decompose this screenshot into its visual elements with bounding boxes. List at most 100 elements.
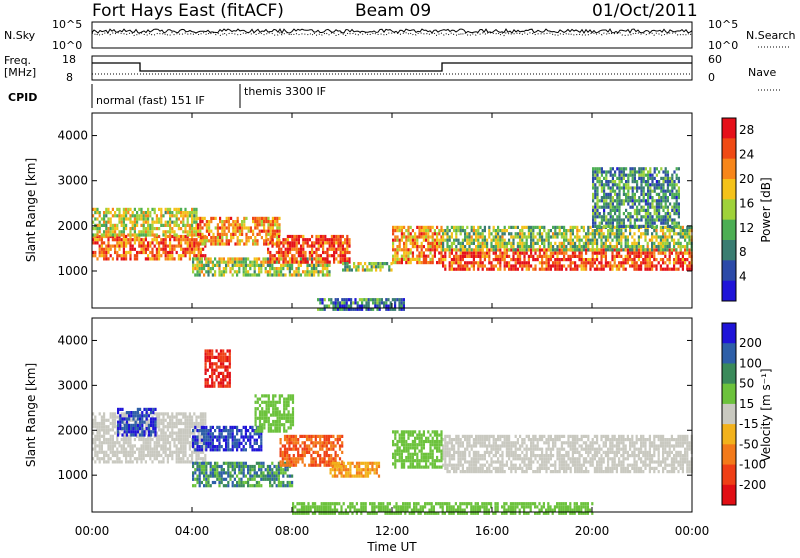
power-echo-cell: [194, 267, 196, 270]
power-echo-cell: [598, 232, 600, 235]
velocity-echo-cell: [103, 457, 105, 460]
velocity-echo-cell: [453, 438, 455, 441]
power-echo-cell: [632, 215, 634, 218]
velocity-echo-cell: [129, 454, 131, 457]
power-echo-cell: [581, 239, 583, 242]
power-echo-cell: [306, 270, 308, 273]
power-echo-cell: [234, 226, 236, 229]
power-echo-cell: [421, 229, 423, 232]
power-echo-cell: [466, 248, 468, 251]
power-echo-cell: [543, 229, 545, 232]
power-echo-cell: [442, 245, 444, 248]
power-echo-cell: [521, 232, 523, 235]
power-echo-cell: [682, 261, 684, 264]
power-echo-cell: [289, 261, 291, 264]
power-echo-cell: [621, 180, 623, 183]
power-echo-cell: [204, 239, 206, 242]
power-echo-cell: [167, 224, 169, 227]
power-echo-cell: [412, 242, 414, 245]
power-echo-cell: [620, 239, 622, 242]
power-echo-cell: [118, 245, 120, 248]
power-echo-cell: [251, 264, 253, 267]
velocity-echo-cell: [147, 448, 149, 451]
power-echo-cell: [561, 248, 563, 251]
power-echo-cell: [504, 248, 506, 251]
velocity-echo-cell: [145, 460, 147, 463]
power-echo-cell: [403, 245, 405, 248]
velocity-echo-cell: [508, 448, 510, 451]
power-echo-cell: [261, 220, 263, 223]
power-echo-cell: [245, 242, 247, 245]
velocity-echo-cell: [156, 441, 158, 444]
power-echo-cell: [423, 229, 425, 232]
power-echo-cell: [103, 248, 105, 251]
velocity-echo-cell: [479, 454, 481, 457]
velocity-echo-cell: [101, 444, 103, 447]
velocity-echo-cell: [160, 432, 162, 435]
power-echo-cell: [578, 264, 580, 267]
power-echo-cell: [651, 174, 653, 177]
power-echo-cell: [223, 223, 225, 226]
power-echo-cell: [658, 202, 660, 205]
power-echo-cell: [603, 235, 605, 238]
beam-title: Beam 09: [355, 1, 431, 21]
power-echo-cell: [627, 218, 629, 221]
power-echo-cell: [612, 222, 614, 225]
power-echo-cell: [493, 264, 495, 267]
power-echo-cell: [559, 242, 561, 245]
power-echo-cell: [361, 301, 363, 304]
velocity-echo-cell: [473, 467, 475, 470]
power-echo-cell: [425, 255, 427, 258]
power-echo-cell: [594, 239, 596, 242]
power-echo-cell: [178, 245, 180, 248]
velocity-echo-cell: [116, 441, 118, 444]
velocity-echo-cell: [105, 425, 107, 428]
velocity-echo-cell: [180, 435, 182, 438]
velocity-echo-cell: [182, 428, 184, 431]
power-echo-cell: [243, 270, 245, 273]
power-echo-cell: [510, 232, 512, 235]
power-echo-cell: [245, 273, 247, 276]
power-echo-cell: [596, 212, 598, 215]
power-echo-cell: [512, 268, 514, 271]
velocity-echo-cell: [625, 438, 627, 441]
power-echo-cell: [673, 180, 675, 183]
power-echo-cell: [676, 196, 678, 199]
power-echo-cell: [140, 241, 142, 244]
power-echo-cell: [455, 248, 457, 251]
power-echo-cell: [414, 235, 416, 238]
power-echo-cell: [656, 199, 658, 202]
power-echo-cell: [642, 248, 644, 251]
power-echo-cell: [563, 264, 565, 267]
power-echo-cell: [187, 211, 189, 214]
power-echo-cell: [436, 242, 438, 245]
power-echo-cell: [638, 218, 640, 221]
power-echo-cell: [686, 258, 688, 261]
velocity-echo-cell: [497, 438, 499, 441]
power-echo-cell: [594, 206, 596, 209]
power-echo-cell: [599, 177, 601, 180]
velocity-echo-cell: [506, 451, 508, 454]
power-echo-cell: [616, 239, 618, 242]
power-echo-cell: [381, 298, 383, 301]
power-echo-cell: [423, 261, 425, 264]
power-echo-cell: [610, 215, 612, 218]
velocity-echo-cell: [574, 464, 576, 467]
power-echo-cell: [667, 177, 669, 180]
power-echo-cell: [200, 248, 202, 251]
power-echo-cell: [607, 225, 609, 228]
velocity-echo-cell: [96, 432, 98, 435]
power-echo-cell: [169, 233, 171, 236]
power-echo-cell: [151, 257, 153, 260]
power-echo-cell: [328, 305, 330, 308]
velocity-echo-cell: [587, 438, 589, 441]
power-echo-cell: [682, 229, 684, 232]
velocity-echo-cell: [154, 448, 156, 451]
velocity-echo-cell: [501, 444, 503, 447]
velocity-echo-cell: [466, 460, 468, 463]
power-echo-cell: [649, 252, 651, 255]
power-echo-cell: [274, 235, 276, 238]
power-echo-cell: [344, 257, 346, 260]
velocity-echo-cell: [574, 441, 576, 444]
power-echo-cell: [636, 209, 638, 212]
